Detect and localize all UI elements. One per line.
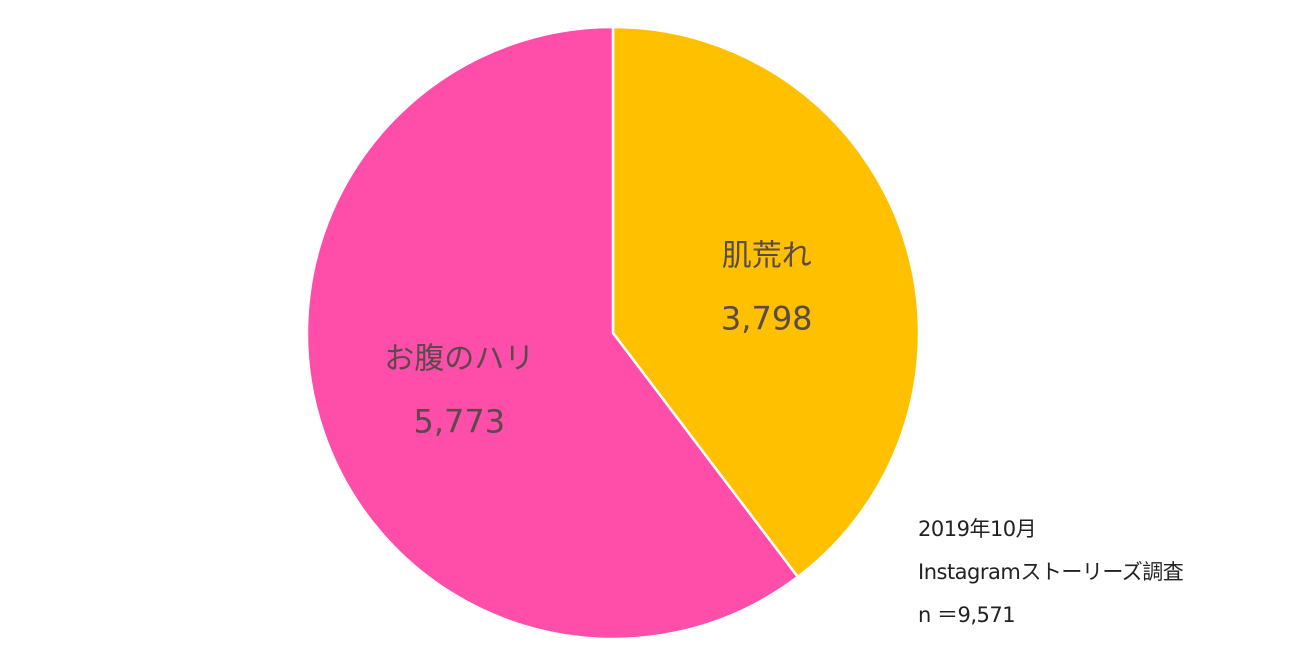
slice-value-label-1: 3,798 (721, 299, 813, 337)
slice-name-label-2: お腹のハリ (384, 342, 534, 377)
pie-slice-2 (305, 25, 800, 641)
pie-labels: 肌荒れ 3,798 お腹のハリ 5,773 (384, 238, 812, 440)
slice-name-label-1: 肌荒れ (722, 238, 812, 273)
pie-chart: 肌荒れ 3,798 お腹のハリ 5,773 (305, 25, 921, 641)
survey-note: 2019年10月 Instagramストーリーズ調査 n ＝9,571 (918, 508, 1184, 637)
sample-size: n ＝9,571 (918, 603, 1016, 627)
chart-area: 肌荒れ 3,798 お腹のハリ 5,773 (10, 8, 1215, 663)
pie-slices (305, 25, 921, 641)
survey-date: 2019年10月 (918, 517, 1037, 541)
survey-source: Instagramストーリーズ調査 (918, 560, 1184, 584)
pie-slice-1 (611, 25, 921, 579)
slice-value-label-2: 5,773 (413, 403, 505, 441)
